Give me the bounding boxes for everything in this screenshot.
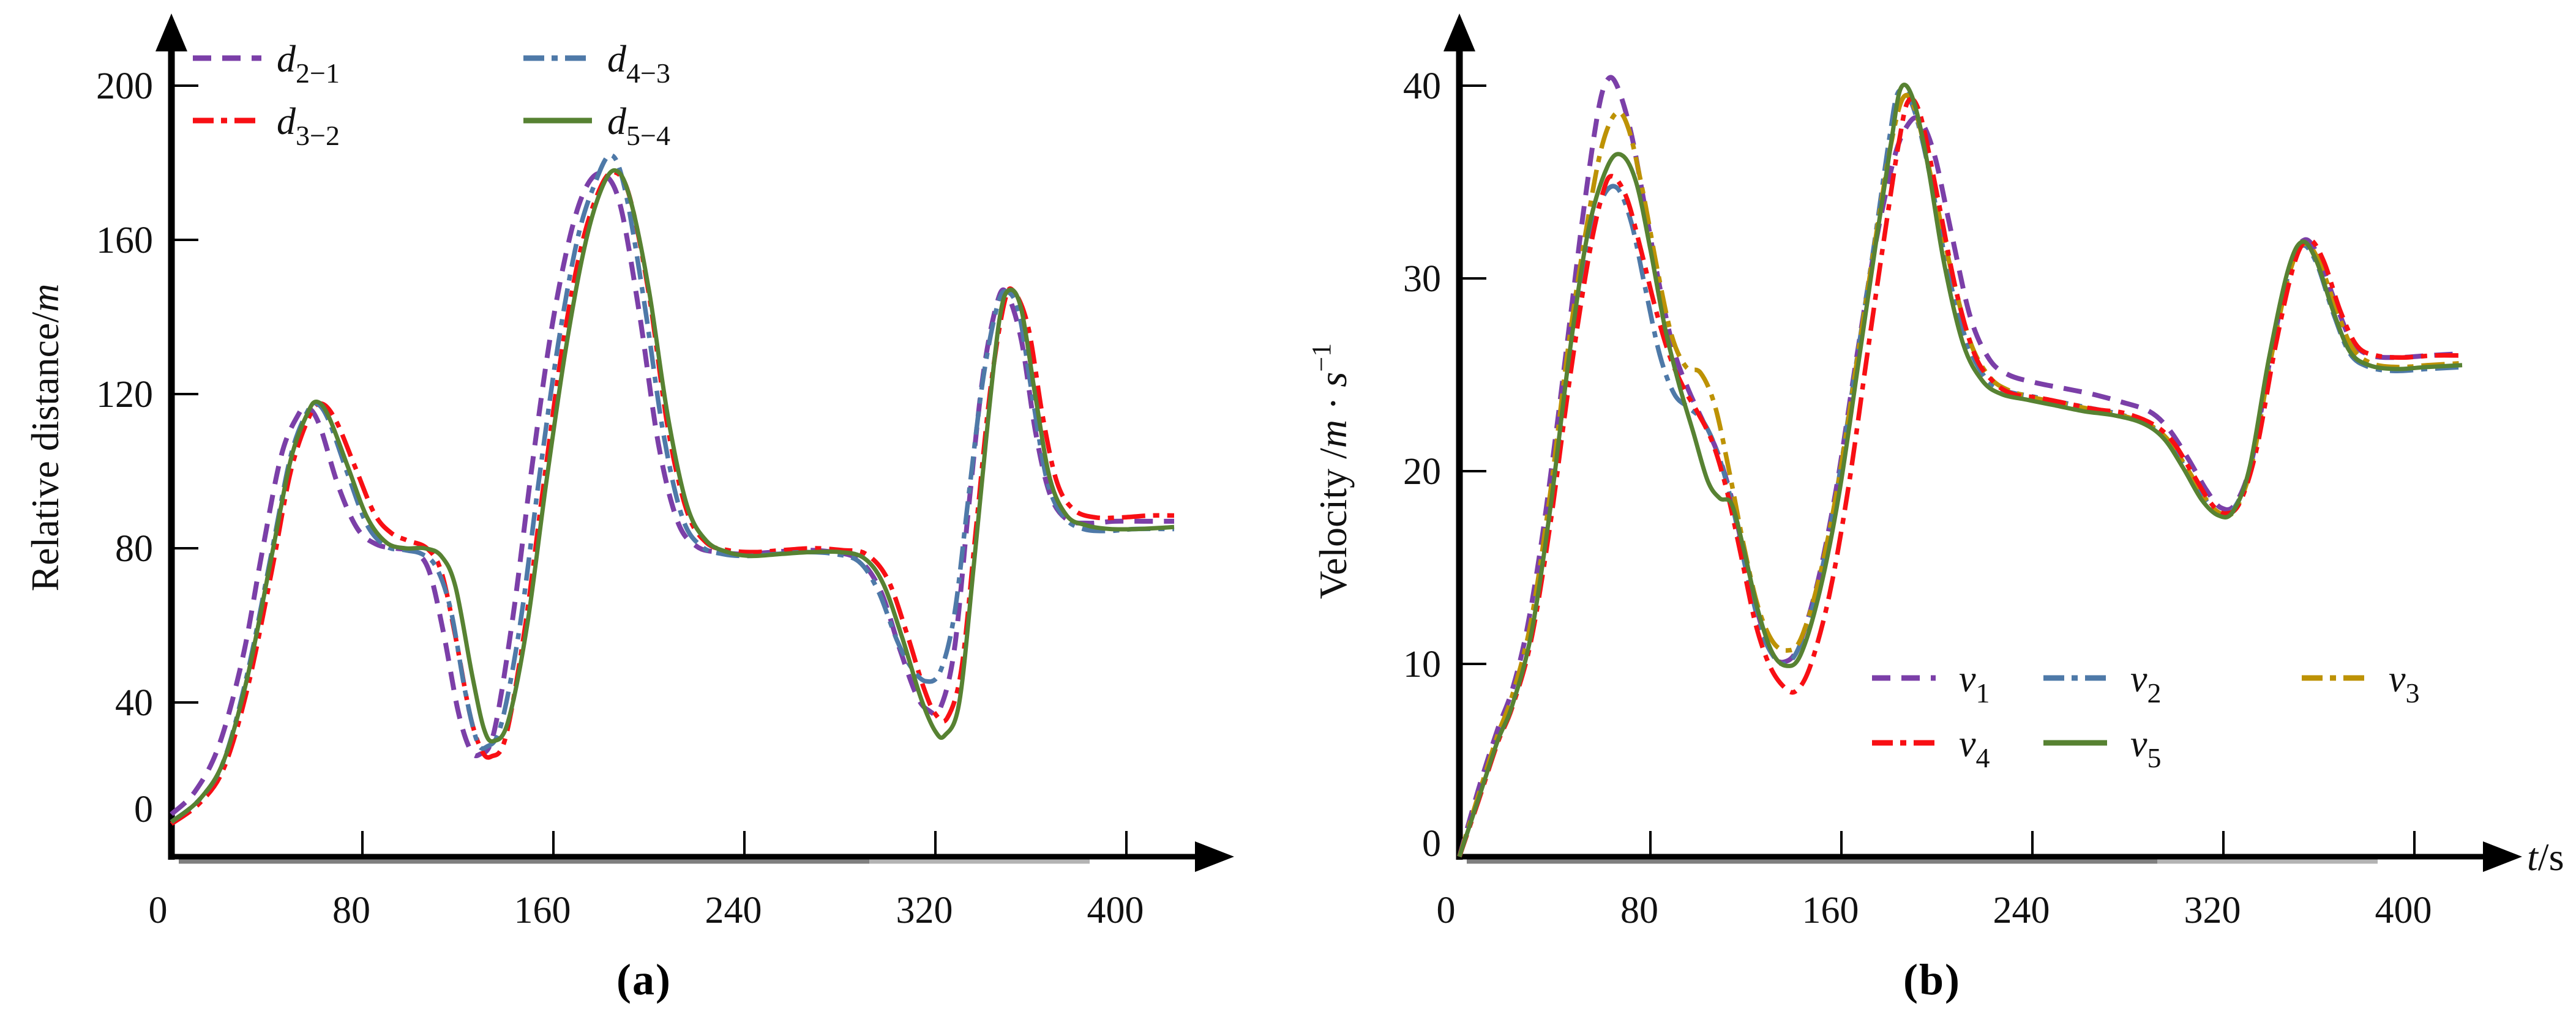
x-axis-arrow-icon [1195, 841, 1234, 872]
legend: d2−1 d4−3 d3−2 d5−4 [193, 39, 670, 151]
y-axis-arrow-icon [155, 13, 187, 51]
x-tick-label-320: 320 [896, 890, 953, 931]
y-tick-label-0: 0 [134, 789, 153, 830]
x-tick-label-400: 400 [2375, 890, 2432, 931]
x-tick-label-0: 0 [1437, 890, 1456, 931]
y-axis-label: Velocity /m · s−1 [1306, 343, 1355, 599]
x-tick-label-0: 0 [149, 890, 168, 931]
y-tick-label-40: 40 [1403, 65, 1441, 107]
caption-b: (b) [1903, 955, 1961, 1004]
legend-label-d32: d3−2 [277, 101, 340, 151]
axes [1443, 13, 2522, 872]
series-curve-d43 [170, 152, 1175, 824]
x-tick-label-400: 400 [1087, 890, 1144, 931]
y-tick-label-80: 80 [115, 528, 153, 570]
y-tick-label-20: 20 [1403, 451, 1441, 493]
y-axis-arrow-icon [1443, 13, 1475, 51]
legend-label-d21: d2−1 [277, 39, 340, 89]
y-tick-label-30: 30 [1403, 258, 1441, 300]
x-tick-label-240: 240 [705, 890, 762, 931]
legend-label-v3: v3 [2389, 658, 2420, 709]
series-curves [1457, 75, 2463, 858]
legend-label-v2: v2 [2130, 658, 2162, 709]
x-tick-label-160: 160 [1802, 890, 1859, 931]
chart-svg-a: 0 40 80 120 160 200 0 80 160 240 320 400 Relative di… [23, 13, 1234, 931]
y-tick-label-120: 120 [96, 374, 153, 415]
series-curve-d21 [170, 171, 1174, 816]
legend-label-v1: v1 [1959, 658, 1990, 709]
legend-label-d54: d5−4 [607, 101, 670, 151]
y-tick-label-40: 40 [115, 682, 153, 724]
series-curve-d54 [170, 168, 1175, 824]
panel-a-distance-chart: (a) 0 40 80 120 160 200 0 80 160 240 320 400 Relativ… [23, 13, 1234, 1004]
x-tick-label-240: 240 [1993, 890, 2050, 931]
y-tick-label-160: 160 [96, 220, 153, 261]
legend-label-v5: v5 [2130, 723, 2162, 773]
series-curves [170, 152, 1175, 826]
x-tick-label-80: 80 [1620, 890, 1658, 931]
panel-b-velocity-chart: (b) 0 10 20 30 40 0 80 160 240 320 400 Velocity /m … [1288, 0, 2576, 1028]
y-tick-label-200: 200 [96, 65, 153, 107]
legend: v1 v2 v3 v4 v5 [1872, 658, 2420, 773]
x-tick-label-320: 320 [2184, 890, 2241, 931]
legend-label-v4: v4 [1959, 723, 1990, 773]
series-curve-v5 [1457, 83, 2463, 858]
caption-a: (a) [616, 955, 672, 1004]
y-tick-label-10: 10 [1403, 644, 1441, 685]
ticks: 0 40 80 120 160 200 0 80 160 240 320 400 [96, 65, 1144, 931]
y-tick-label-0: 0 [1422, 823, 1441, 865]
y-axis-label: Relative distance/m [23, 284, 67, 592]
x-axis-label: t/s [2527, 835, 2564, 879]
x-tick-label-160: 160 [514, 890, 571, 931]
x-axis-arrow-icon [2483, 841, 2522, 872]
legend-label-d43: d4−3 [607, 39, 670, 89]
series-curve-d32 [170, 169, 1175, 826]
axes [155, 13, 1234, 872]
series-curve-v4 [1457, 97, 2463, 858]
x-tick-label-80: 80 [332, 890, 370, 931]
